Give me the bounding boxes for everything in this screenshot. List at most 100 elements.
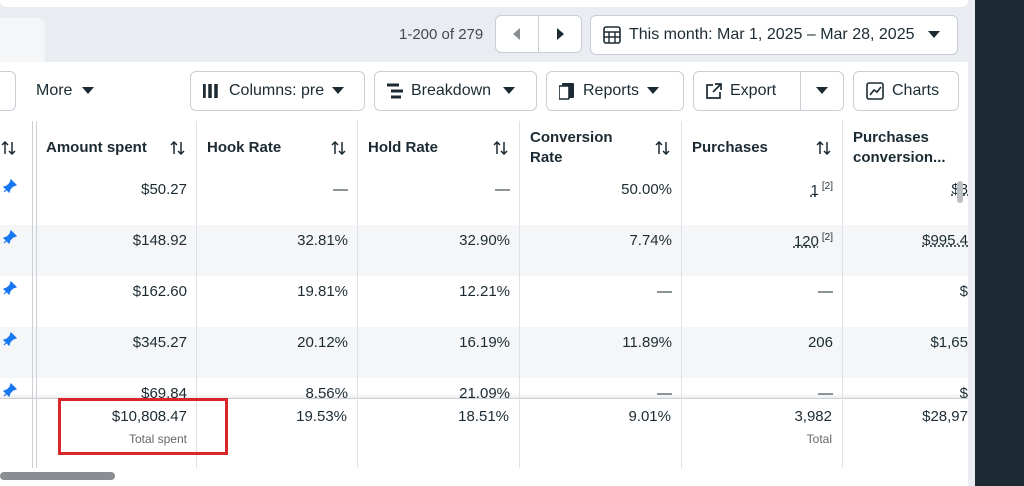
table-cell: $148.92 <box>132 232 187 249</box>
more-button[interactable]: More <box>36 82 95 100</box>
total-label: Total spent <box>128 432 187 446</box>
table-cell: $50.27 <box>141 181 187 198</box>
export-menu[interactable] <box>800 71 844 111</box>
footnote: [2] <box>821 181 833 192</box>
table-cell: $ <box>959 283 968 300</box>
column-divider <box>842 121 843 468</box>
table-cell: 32.81% <box>297 232 348 249</box>
export-label: Export <box>730 82 777 99</box>
export-button[interactable]: Export <box>693 71 801 111</box>
header-label: Purchases conversion... <box>853 128 946 166</box>
table-row <box>0 174 968 225</box>
header-label: Conversion Rate <box>530 128 613 166</box>
frozen-divider <box>32 121 33 468</box>
charts-button[interactable]: Charts <box>853 71 959 111</box>
top-card <box>0 0 968 7</box>
column-header[interactable]: Conversion Rate <box>530 121 642 174</box>
sort-icon[interactable] <box>655 140 671 156</box>
totals-row <box>0 398 968 469</box>
table-cell: 7.74% <box>629 232 672 249</box>
table-row <box>0 327 968 378</box>
table-cell: $1,65 <box>930 334 968 351</box>
table-cell: 11.89% <box>622 334 672 351</box>
table-cell: $ <box>959 385 968 402</box>
column-header[interactable]: Purchases <box>692 121 768 174</box>
table-cell: 206 <box>807 334 833 351</box>
data-table: $50.27——50.00%1[2]$8$148.9232.81%32.90%7… <box>0 121 968 486</box>
column-header[interactable]: Amount spent <box>46 121 147 174</box>
column-divider <box>519 121 520 468</box>
table-cell: $69.84 <box>141 385 187 402</box>
pin-icon[interactable] <box>2 229 18 245</box>
table-cell: 50.00% <box>621 181 672 198</box>
table-cell: — <box>333 181 348 198</box>
date-range: This month: Mar 1, 2025 – Mar 28, 2025 <box>629 26 915 43</box>
table-cell: $162.60 <box>132 283 187 300</box>
table-cell: $345.27 <box>132 334 187 351</box>
table-cell: 8.56% <box>305 385 348 402</box>
column-header[interactable]: Purchases conversion... <box>853 121 965 174</box>
total-label: Total <box>806 432 832 446</box>
total-value: $10,808.47 <box>111 408 187 425</box>
partial-button[interactable] <box>0 71 16 111</box>
columns-label: Columns: pre <box>229 82 325 99</box>
table-cell: — <box>657 385 672 402</box>
table-row <box>0 276 968 327</box>
table-cell: 1 [2] <box>811 181 833 199</box>
cell-value[interactable]: 120 <box>793 233 819 250</box>
next-page[interactable] <box>538 15 582 53</box>
table-cell: $995.4 <box>922 232 968 249</box>
breakdown-label: Breakdown <box>411 82 492 99</box>
charts-label: Charts <box>892 82 940 99</box>
columns-button[interactable]: Columns: pre <box>190 71 365 111</box>
breakdown-button[interactable]: Breakdown <box>374 71 537 111</box>
pagination: 1-200 of 279 <box>399 26 484 43</box>
frozen-divider <box>36 121 37 468</box>
column-divider <box>196 121 197 468</box>
sidebar <box>975 0 1024 486</box>
table-cell: 12.21% <box>459 283 510 300</box>
sort-icon[interactable] <box>170 140 186 156</box>
pin-icon[interactable] <box>2 280 18 296</box>
header-label: Amount spent <box>46 138 147 156</box>
scrollbar-thumb[interactable] <box>0 472 115 480</box>
column-divider <box>681 121 682 468</box>
table-cell: 32.90% <box>459 232 510 249</box>
table-row <box>0 225 968 276</box>
total-value: 3,982 <box>794 408 832 425</box>
cell-value[interactable]: 1 <box>810 182 819 199</box>
table-cell: 19.81% <box>297 283 348 300</box>
header-label: Hook Rate <box>207 138 282 156</box>
table-cell: — <box>657 283 672 300</box>
table-cell: — <box>818 283 833 300</box>
header-label: Hold Rate <box>368 138 439 156</box>
total-value: 9.01% <box>628 408 671 425</box>
table-cell: 20.12% <box>297 334 348 351</box>
table-cell: 21.09% <box>459 385 510 402</box>
total-value: $28,97 <box>922 408 968 425</box>
header-label: Purchases <box>692 138 768 156</box>
total-value: 19.53% <box>296 408 347 425</box>
pin-icon[interactable] <box>2 331 18 347</box>
prev-page[interactable] <box>495 15 539 53</box>
reports-button[interactable]: Reports <box>546 71 684 111</box>
sort-icon[interactable] <box>493 140 509 156</box>
tab <box>0 18 45 62</box>
header-row <box>0 121 968 175</box>
scroll-handle[interactable] <box>957 181 963 203</box>
footnote: [2] <box>821 232 833 243</box>
pin-icon[interactable] <box>2 382 18 398</box>
column-header[interactable]: Hook Rate <box>207 121 281 174</box>
total-value: 18.51% <box>458 408 509 425</box>
date-picker[interactable]: This month: Mar 1, 2025 – Mar 28, 2025 <box>590 15 958 55</box>
column-header[interactable]: Hold Rate <box>368 121 438 174</box>
sort-icon[interactable] <box>816 140 832 156</box>
pin-icon[interactable] <box>2 178 18 194</box>
sort-icon[interactable] <box>331 140 347 156</box>
table-cell: 120 [2] <box>794 232 833 250</box>
table-cell: 16.19% <box>459 334 510 351</box>
sort-icon[interactable] <box>1 140 17 156</box>
more-label: More <box>36 82 73 99</box>
highlight-box <box>58 398 228 455</box>
